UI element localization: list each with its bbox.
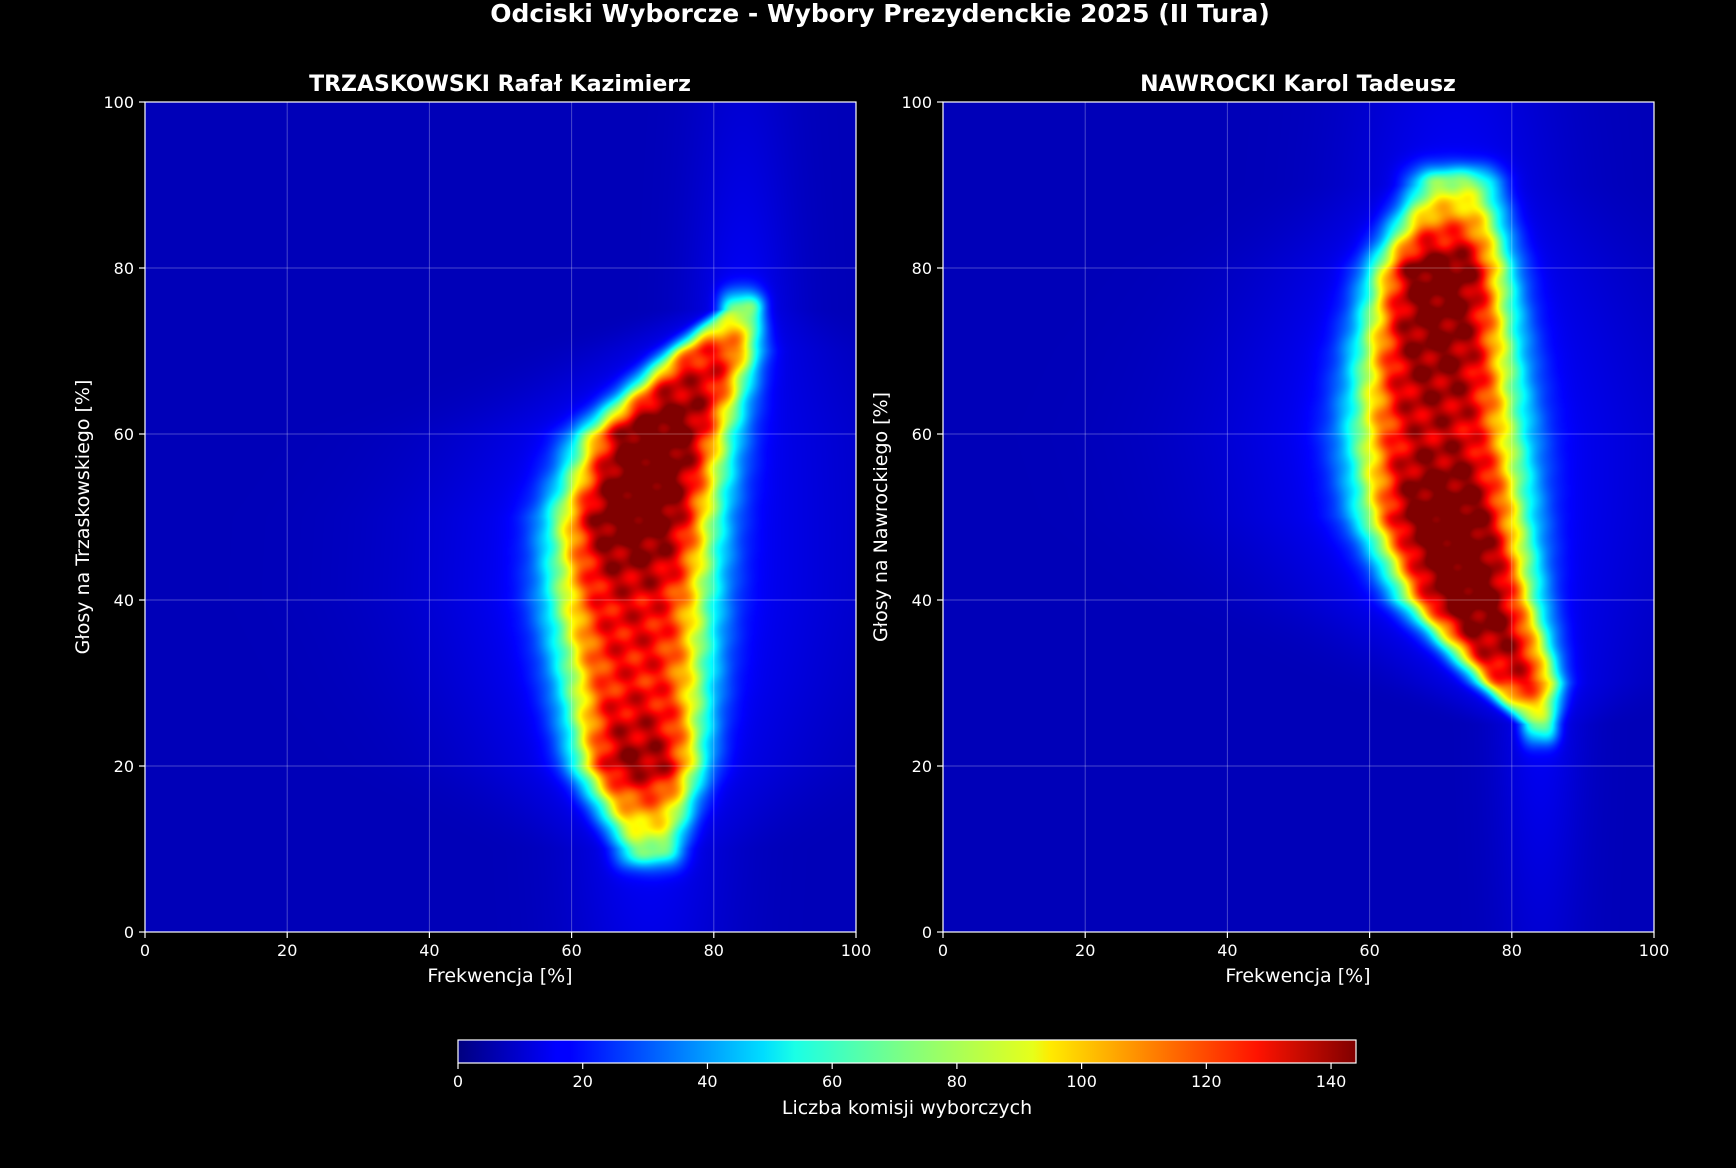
- panel0-xtick-label-4: 80: [704, 941, 724, 960]
- panel1-xtick-label-4: 80: [1502, 941, 1522, 960]
- colorbar-gradient: [457, 1039, 1357, 1064]
- panel1-xtick-label-3: 60: [1359, 941, 1379, 960]
- right-x-axis-label: Frekwencja [%]: [1225, 965, 1370, 987]
- colorbar-ticks: 0 20 40 60 80 100 120 140: [453, 1063, 1346, 1091]
- colorbar-tick-label-4: 80: [947, 1072, 967, 1091]
- panel0-ytick-label-5: 100: [103, 93, 134, 112]
- panel0-xtick-label-2: 40: [419, 941, 439, 960]
- right-y-axis-label: Głosy na Nawrockiego [%]: [870, 392, 892, 642]
- left-panel-title: TRZASKOWSKI Rafał Kazimierz: [309, 72, 691, 97]
- panel1-spines: [942, 101, 1655, 933]
- panel1-ytick-label-5: 100: [901, 93, 932, 112]
- panel0-ytick-label-3: 60: [114, 425, 134, 444]
- panel0-ytick-label-1: 20: [114, 757, 134, 776]
- left-heatmap-frame: [145, 102, 856, 932]
- colorbar-tick-label-3: 60: [822, 1072, 842, 1091]
- panel0-ytick-label-2: 40: [114, 591, 134, 610]
- left-heatmap: [145, 102, 856, 932]
- right-heatmap-frame: [943, 102, 1654, 932]
- colorbar: 0 20 40 60 80 100 120 140 Liczba komisji wyborc…: [453, 1039, 1357, 1119]
- panel0-spines: [144, 101, 857, 933]
- panel1-ytick-label-1: 20: [912, 757, 932, 776]
- left-axes: 0 20 40 60 80 100 0 20 40 60 80 100: [103, 93, 871, 960]
- panel1-xtick-label-0: 0: [938, 941, 948, 960]
- right-panel: NAWROCKI Karol Tadeusz 0 20 40 60 80 100 0 20 40…: [870, 72, 1669, 987]
- panel0-xtick-label-5: 100: [841, 941, 872, 960]
- colorbar-tick-label-6: 120: [1191, 1072, 1222, 1091]
- colorbar-label: Liczba komisji wyborczych: [782, 1097, 1032, 1119]
- panel0-ytick-label-4: 80: [114, 259, 134, 278]
- left-panel: TRZASKOWSKI Rafał Kazimierz 0 20 40 60 80 100…: [72, 72, 871, 987]
- panel1-xtick-label-5: 100: [1639, 941, 1670, 960]
- colorbar-tick-label-2: 40: [697, 1072, 717, 1091]
- panel1-ytick-label-4: 80: [912, 259, 932, 278]
- right-axes: 0 20 40 60 80 100 0 20 40 60 80 100: [901, 93, 1669, 960]
- colorbar-tick-label-7: 140: [1316, 1072, 1347, 1091]
- panel1-xtick-label-1: 20: [1075, 941, 1095, 960]
- left-x-axis-label: Frekwencja [%]: [427, 965, 572, 987]
- figure-title: Odciski Wyborcze - Wybory Prezydenckie 2…: [490, 0, 1270, 28]
- colorbar-tick-label-0: 0: [453, 1072, 463, 1091]
- panel0-xtick-label-1: 20: [277, 941, 297, 960]
- colorbar-tick-label-5: 100: [1066, 1072, 1097, 1091]
- right-heatmap: [943, 102, 1654, 932]
- colorbar-tick-label-1: 20: [573, 1072, 593, 1091]
- panel1-ytick-label-0: 0: [922, 923, 932, 942]
- panel1-ytick-label-3: 60: [912, 425, 932, 444]
- left-y-axis-label: Głosy na Trzaskowskiego [%]: [72, 380, 94, 655]
- panel1-xtick-label-2: 40: [1217, 941, 1237, 960]
- panel0-ytick-label-0: 0: [124, 923, 134, 942]
- panel1-ytick-label-2: 40: [912, 591, 932, 610]
- panel0-xtick-label-0: 0: [140, 941, 150, 960]
- panel0-xtick-label-3: 60: [561, 941, 581, 960]
- right-panel-title: NAWROCKI Karol Tadeusz: [1140, 72, 1456, 97]
